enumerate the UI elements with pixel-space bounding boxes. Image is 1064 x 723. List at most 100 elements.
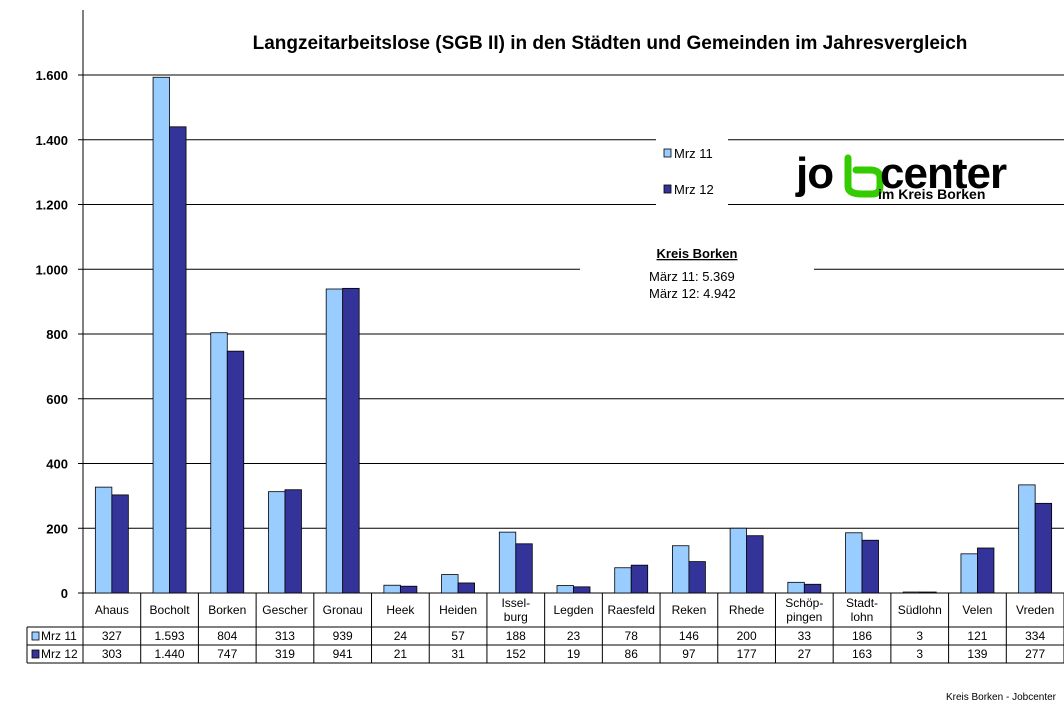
bar-mrz12 [919,591,937,594]
annotation-box: Kreis Borken März 11: 5.369 März 12: 4.9… [580,240,814,302]
bar-mrz12 [457,582,475,594]
y-tick-label: 0 [61,586,68,601]
bar-mrz12 [803,583,822,594]
table-value: 3 [916,647,923,661]
table-value: 277 [1025,647,1045,661]
bar-mrz12 [111,494,129,594]
x-tick-label: Velen [962,603,992,617]
x-tick-label: lohn [851,610,874,624]
table-value: 177 [737,647,757,661]
bar-mrz12 [226,350,245,594]
bar-mrz12 [1034,502,1053,594]
table-legend-key [31,649,40,659]
svg-text:jo: jo [795,149,833,198]
x-tick-label: Gronau [323,603,363,617]
jobcenter-logo: jo center im Kreis Borken [795,146,1035,204]
table-value: 97 [682,647,696,661]
bar-mrz12 [399,585,418,594]
table-value: 939 [333,629,353,643]
table-value: 804 [217,629,237,643]
table-value: 24 [394,629,408,643]
table-value: 747 [217,647,237,661]
table-value: 163 [852,647,872,661]
table-value: 31 [451,647,465,661]
legend-key [663,148,672,158]
table-series-name: Mrz 12 [41,647,78,661]
bar-mrz11 [210,332,228,594]
bar-mrz11 [845,532,863,594]
x-tick-label: Schöp- [785,596,823,610]
table-value: 941 [333,647,353,661]
table-value: 86 [625,647,639,661]
table-value: 188 [506,629,526,643]
table-value: 1.440 [155,647,185,661]
x-tick-label: Bocholt [150,603,191,617]
x-tick-label: Borken [208,603,246,617]
y-tick-label: 600 [46,392,68,407]
x-tick-label: burg [504,610,528,624]
table-value: 146 [679,629,699,643]
table-legend-key [31,631,40,641]
table-value: 152 [506,647,526,661]
table-value: 139 [967,647,987,661]
bar-mrz11 [1018,484,1036,594]
x-tick-label: Ahaus [95,603,129,617]
table-value: 33 [798,629,812,643]
bar-mrz12 [169,126,187,594]
bar-mrz12 [688,561,706,594]
bar-mrz11 [556,585,574,594]
table-value: 334 [1025,629,1045,643]
table-value: 327 [102,629,122,643]
table-value: 186 [852,629,872,643]
annotation-heading: Kreis Borken [657,246,738,261]
table-series-name: Mrz 11 [41,629,77,643]
table-value: 313 [275,629,295,643]
bar-mrz11 [94,486,113,594]
x-tick-label: Vreden [1016,603,1054,617]
bar-mrz11 [787,581,805,594]
table-value: 57 [451,629,465,643]
x-tick-label: pingen [786,610,822,624]
y-tick-label: 1.200 [35,198,68,213]
y-tick-label: 200 [46,521,68,536]
table-value: 19 [567,647,581,661]
legend: Mrz 11 Mrz 12 [656,136,728,208]
bar-mrz11 [325,288,344,594]
bar-mrz12 [861,539,879,594]
y-tick-label: 1.000 [35,262,68,277]
bar-mrz12 [284,489,302,594]
bar-mrz11 [268,491,286,594]
x-tick-label: Südlohn [898,603,942,617]
annotation-line: März 12: 4.942 [649,286,736,301]
table-value: 200 [737,629,757,643]
bar-mrz11 [152,76,170,594]
bar-mrz11 [672,545,690,594]
y-tick-label: 1.600 [35,68,68,83]
table-value: 78 [625,629,639,643]
logo-swoosh [844,154,884,198]
data-table: Ahaus Bocholt Borken Gescher Gronau Heek Heide… [26,593,1064,664]
bar-mrz11 [498,531,517,594]
x-tick-label: Issel- [501,596,530,610]
table-value: 27 [798,647,812,661]
bar-mrz12 [515,543,533,594]
table-value: 21 [394,647,408,661]
table-value: 319 [275,647,295,661]
bar-mrz12 [342,287,360,594]
table-value: 303 [102,647,122,661]
x-tick-label: Rhede [729,603,765,617]
x-tick-label: Reken [672,603,707,617]
bar-mrz12 [573,586,591,594]
bar-mrz11 [383,584,401,594]
table-value: 121 [967,629,987,643]
bar-mrz11 [729,527,748,594]
bar-mrz11 [441,574,459,594]
legend-label: Mrz 11 [674,146,713,161]
bar-mrz11 [960,553,978,594]
y-tick-label: 800 [46,327,68,342]
svg-text:im Kreis Borken: im Kreis Borken [878,186,985,202]
footer: Kreis Borken - Jobcenter [945,692,1056,703]
gridlines [83,74,1064,529]
x-tick-label: Heek [386,603,415,617]
